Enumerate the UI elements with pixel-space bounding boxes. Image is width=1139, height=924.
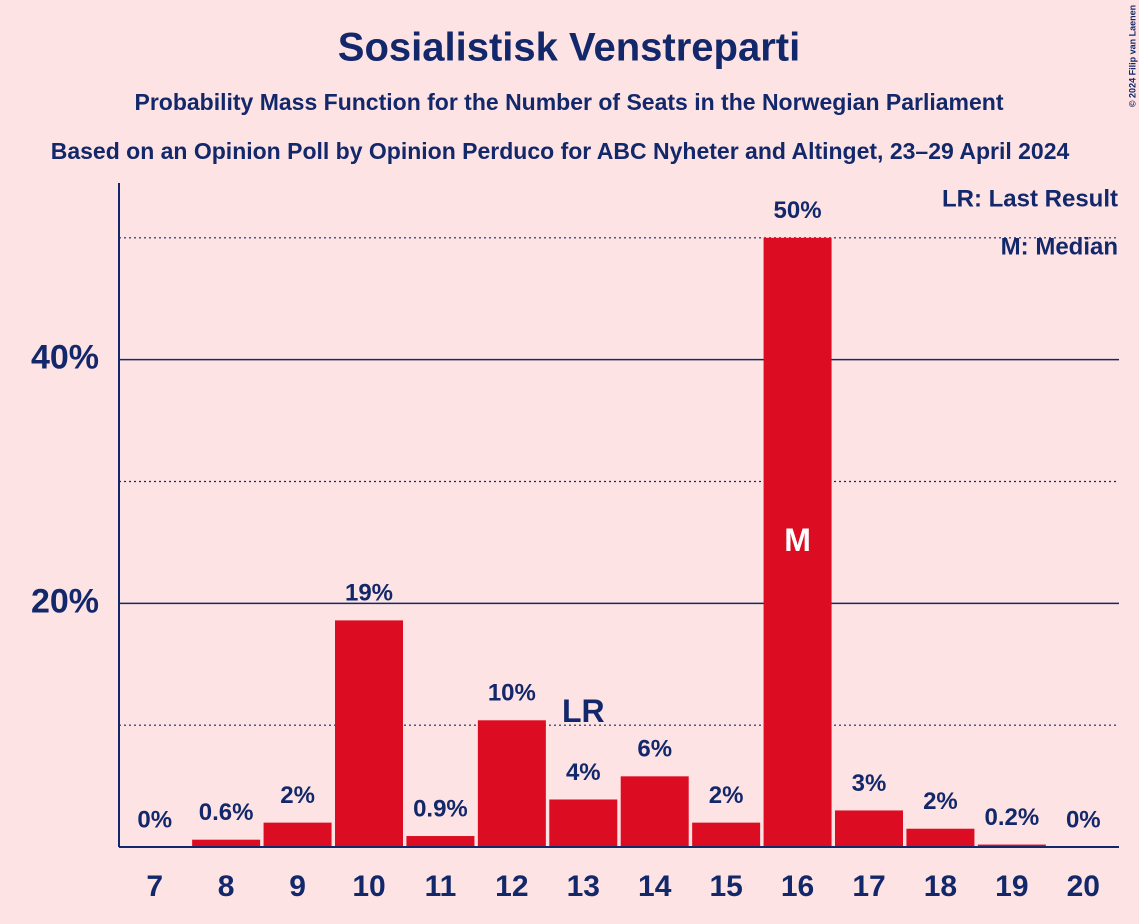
- value-label: 0.9%: [413, 795, 468, 822]
- bar: [477, 720, 546, 847]
- bar: [692, 822, 761, 847]
- value-label: 0%: [1066, 806, 1101, 833]
- x-tick-label: 13: [567, 870, 600, 903]
- value-label: 6%: [637, 736, 672, 763]
- bar: [335, 620, 403, 847]
- y-tick-label: 20%: [31, 582, 99, 620]
- value-label: 50%: [774, 197, 822, 224]
- bar: [263, 822, 332, 847]
- bar: [549, 799, 618, 847]
- x-tick-label: 12: [495, 870, 528, 903]
- annotation: LR: [562, 693, 605, 729]
- value-label: 4%: [566, 759, 601, 786]
- x-tick-label: 10: [352, 870, 385, 903]
- legend-entry: LR: Last Result: [942, 185, 1118, 212]
- value-label: 3%: [852, 770, 887, 797]
- bar: [977, 844, 1046, 847]
- value-label: 2%: [280, 782, 315, 809]
- bar: [906, 828, 975, 847]
- x-tick-label: 20: [1067, 870, 1100, 903]
- copyright: © 2024 Filip van Laenen: [1127, 5, 1137, 107]
- chart-title: Sosialistisk Venstreparti: [338, 26, 800, 70]
- value-label: 0.6%: [199, 799, 254, 826]
- bar: [620, 776, 689, 847]
- x-tick-label: 16: [781, 870, 814, 903]
- chart-source: Based on an Opinion Poll by Opinion Perd…: [51, 138, 1070, 164]
- x-tick-label: 11: [425, 870, 457, 903]
- x-tick-label: 19: [995, 870, 1028, 903]
- value-label: 2%: [709, 782, 744, 809]
- chart-subtitle: Probability Mass Function for the Number…: [134, 89, 1003, 115]
- x-tick-label: 14: [638, 870, 672, 903]
- value-label: 0%: [137, 806, 172, 833]
- value-label: 19%: [345, 580, 393, 607]
- bar: [835, 810, 903, 847]
- x-tick-label: 7: [146, 870, 163, 903]
- x-tick-label: 18: [924, 870, 957, 903]
- x-tick-label: 8: [218, 870, 235, 903]
- value-label: 2%: [923, 788, 958, 815]
- x-tick-label: 9: [289, 870, 306, 903]
- value-label: 10%: [488, 680, 536, 707]
- bar: [763, 237, 832, 847]
- bar: [406, 836, 475, 847]
- value-label: 0.2%: [985, 804, 1040, 831]
- annotation: M: [784, 522, 811, 558]
- x-tick-label: 15: [709, 870, 742, 903]
- y-tick-label: 40%: [31, 339, 99, 377]
- x-tick-label: 17: [852, 870, 885, 903]
- bar: [192, 839, 261, 847]
